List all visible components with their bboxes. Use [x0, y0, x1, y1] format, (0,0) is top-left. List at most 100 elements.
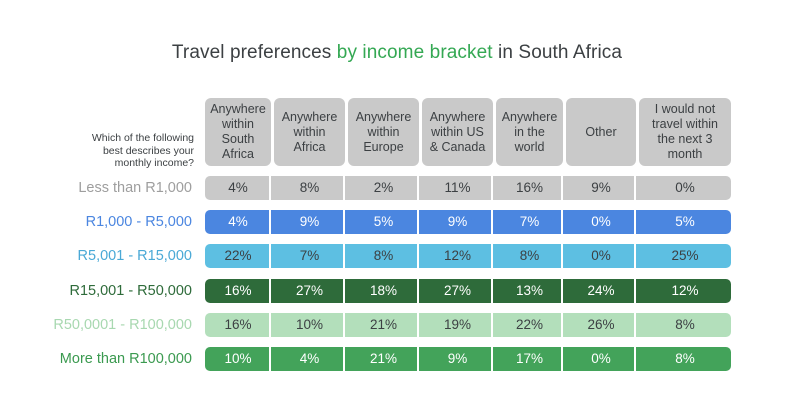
cell-separator [634, 313, 636, 337]
column-header-label: Anywhere within US & Canada [429, 109, 486, 154]
column-header-1: Anywhere within South Africa [205, 98, 271, 166]
cell-value: 22% [515, 317, 544, 332]
cell-value: 22% [224, 248, 252, 263]
row-label-1: Less than R1,000 [78, 180, 192, 196]
cell-separator [343, 176, 345, 200]
row-bar-2 [205, 210, 731, 234]
cell-value: 10% [295, 317, 324, 332]
cell-separator [491, 347, 493, 371]
cell-value: 24% [587, 283, 615, 298]
cell-separator [634, 347, 636, 371]
row-label-6: More than R100,000 [59, 351, 192, 367]
cell-value: 0% [675, 180, 695, 195]
cell-value: 9% [299, 214, 320, 229]
column-header-label: Anywhere within South Africa [210, 102, 266, 161]
cell-separator [561, 244, 563, 268]
cell-value: 7% [519, 214, 540, 229]
cell-separator [417, 313, 419, 337]
cell-value: 0% [591, 351, 611, 366]
cell-separator [491, 244, 493, 268]
cell-value: 7% [299, 248, 320, 263]
title-highlight: by income bracket [336, 42, 493, 63]
cell-separator [417, 279, 419, 303]
cell-value: 10% [224, 351, 252, 366]
cell-separator [634, 176, 636, 200]
row-header-question: Which of the following best describes yo… [91, 132, 194, 169]
cell-separator [417, 244, 419, 268]
cell-separator [269, 210, 271, 234]
row-bar-1 [205, 176, 731, 200]
cell-value: 25% [671, 248, 699, 263]
cell-separator [343, 347, 345, 371]
column-header-label: Anywhere within Africa [281, 109, 338, 154]
column-header-3: Anywhere within Europe [348, 98, 419, 166]
cell-value: 21% [369, 317, 398, 332]
cell-separator [561, 313, 563, 337]
cell-separator [491, 176, 493, 200]
cell-value: 17% [515, 351, 544, 366]
cell-value: 13% [515, 283, 544, 298]
cell-separator [561, 347, 563, 371]
column-header-2: Anywhere within Africa [274, 98, 345, 166]
column-header-label: Anywhere in the world [501, 109, 558, 154]
cell-separator [269, 176, 271, 200]
cell-value: 2% [373, 180, 394, 195]
row-bar-6 [205, 347, 731, 371]
cell-separator [417, 176, 419, 200]
cell-value: 8% [299, 180, 320, 195]
cell-value: 19% [443, 317, 472, 332]
cell-separator [269, 313, 271, 337]
cell-value: 0% [591, 248, 611, 263]
cell-value: 8% [373, 248, 394, 263]
cell-separator [561, 279, 563, 303]
cell-value: 4% [228, 180, 248, 195]
cell-separator [417, 210, 419, 234]
cell-value: 27% [443, 283, 472, 298]
cell-separator [491, 313, 493, 337]
cell-value: 27% [295, 283, 324, 298]
cell-value: 12% [443, 248, 472, 263]
row-label-2: R1,000 - R5,000 [85, 214, 192, 230]
cell-value: 11% [444, 180, 471, 195]
cell-value: 16% [224, 283, 252, 298]
cell-separator [634, 279, 636, 303]
cell-separator [343, 210, 345, 234]
cell-value: 16% [224, 317, 252, 332]
cell-value: 16% [515, 180, 544, 195]
cell-separator [343, 279, 345, 303]
cell-separator [491, 279, 493, 303]
cell-value: 9% [591, 180, 611, 195]
cell-separator [343, 244, 345, 268]
title-part-1: Travel preferences [171, 42, 337, 63]
row-bar-3 [205, 244, 731, 268]
row-label-4: R15,001 - R50,000 [69, 283, 192, 299]
column-header-4: Anywhere within US & Canada [422, 98, 493, 166]
cell-value: 9% [447, 214, 468, 229]
cell-value: 4% [228, 214, 248, 229]
column-header-6: Other [566, 98, 636, 166]
cell-value: 12% [671, 283, 699, 298]
cell-value: 0% [591, 214, 611, 229]
cell-separator [343, 313, 345, 337]
cell-value: 26% [587, 317, 615, 332]
title-part-3: in South Africa [492, 42, 623, 63]
row-label-3: R5,001 - R15,000 [77, 248, 192, 264]
cell-separator [269, 244, 271, 268]
cell-separator [561, 210, 563, 234]
cell-value: 18% [369, 283, 398, 298]
column-header-label: Anywhere within Europe [355, 109, 412, 154]
cell-separator [634, 210, 636, 234]
cell-value: 5% [675, 214, 695, 229]
cell-separator [491, 210, 493, 234]
cell-value: 8% [519, 248, 540, 263]
cell-separator [561, 176, 563, 200]
column-header-label: Other [585, 124, 617, 139]
cell-separator [634, 244, 636, 268]
cell-value: 8% [675, 351, 695, 366]
column-header-7: I would not travel within the next 3 mon… [639, 98, 731, 166]
chart-title: Travel preferences by income bracket in … [0, 42, 794, 64]
cell-value: 4% [299, 351, 320, 366]
cell-separator [417, 347, 419, 371]
cell-value: 21% [369, 351, 398, 366]
column-header-5: Anywhere in the world [496, 98, 563, 166]
